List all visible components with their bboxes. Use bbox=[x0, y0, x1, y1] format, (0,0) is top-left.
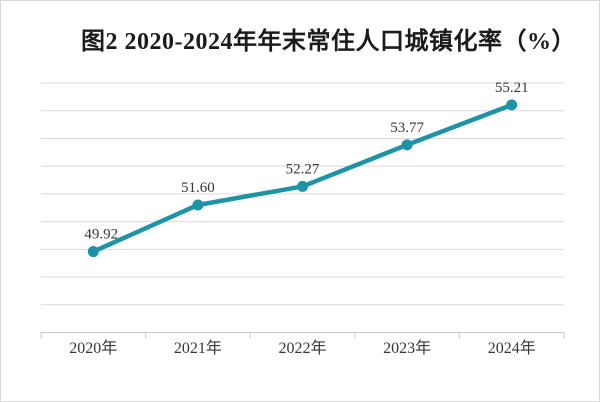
data-point-label: 52.27 bbox=[286, 161, 320, 177]
data-point-label: 49.92 bbox=[84, 227, 118, 243]
x-axis-label: 2022年 bbox=[278, 339, 326, 357]
x-axis-label: 2020年 bbox=[69, 339, 117, 357]
x-axis-label: 2024年 bbox=[488, 339, 536, 357]
data-point-label: 53.77 bbox=[390, 120, 424, 136]
data-point-marker bbox=[87, 246, 99, 258]
data-point-label: 51.60 bbox=[181, 180, 215, 196]
data-point-marker bbox=[297, 180, 308, 192]
x-axis-label: 2023年 bbox=[383, 339, 431, 357]
chart-title: 图2 2020-2024年年末常住人口城镇化率（%） bbox=[81, 29, 576, 55]
data-point-marker bbox=[192, 199, 204, 211]
data-point-marker bbox=[401, 139, 413, 151]
data-point-label: 55.21 bbox=[495, 80, 529, 96]
x-axis-label: 2021年 bbox=[174, 339, 222, 357]
data-point-marker bbox=[506, 99, 518, 111]
trend-line bbox=[91, 102, 514, 254]
